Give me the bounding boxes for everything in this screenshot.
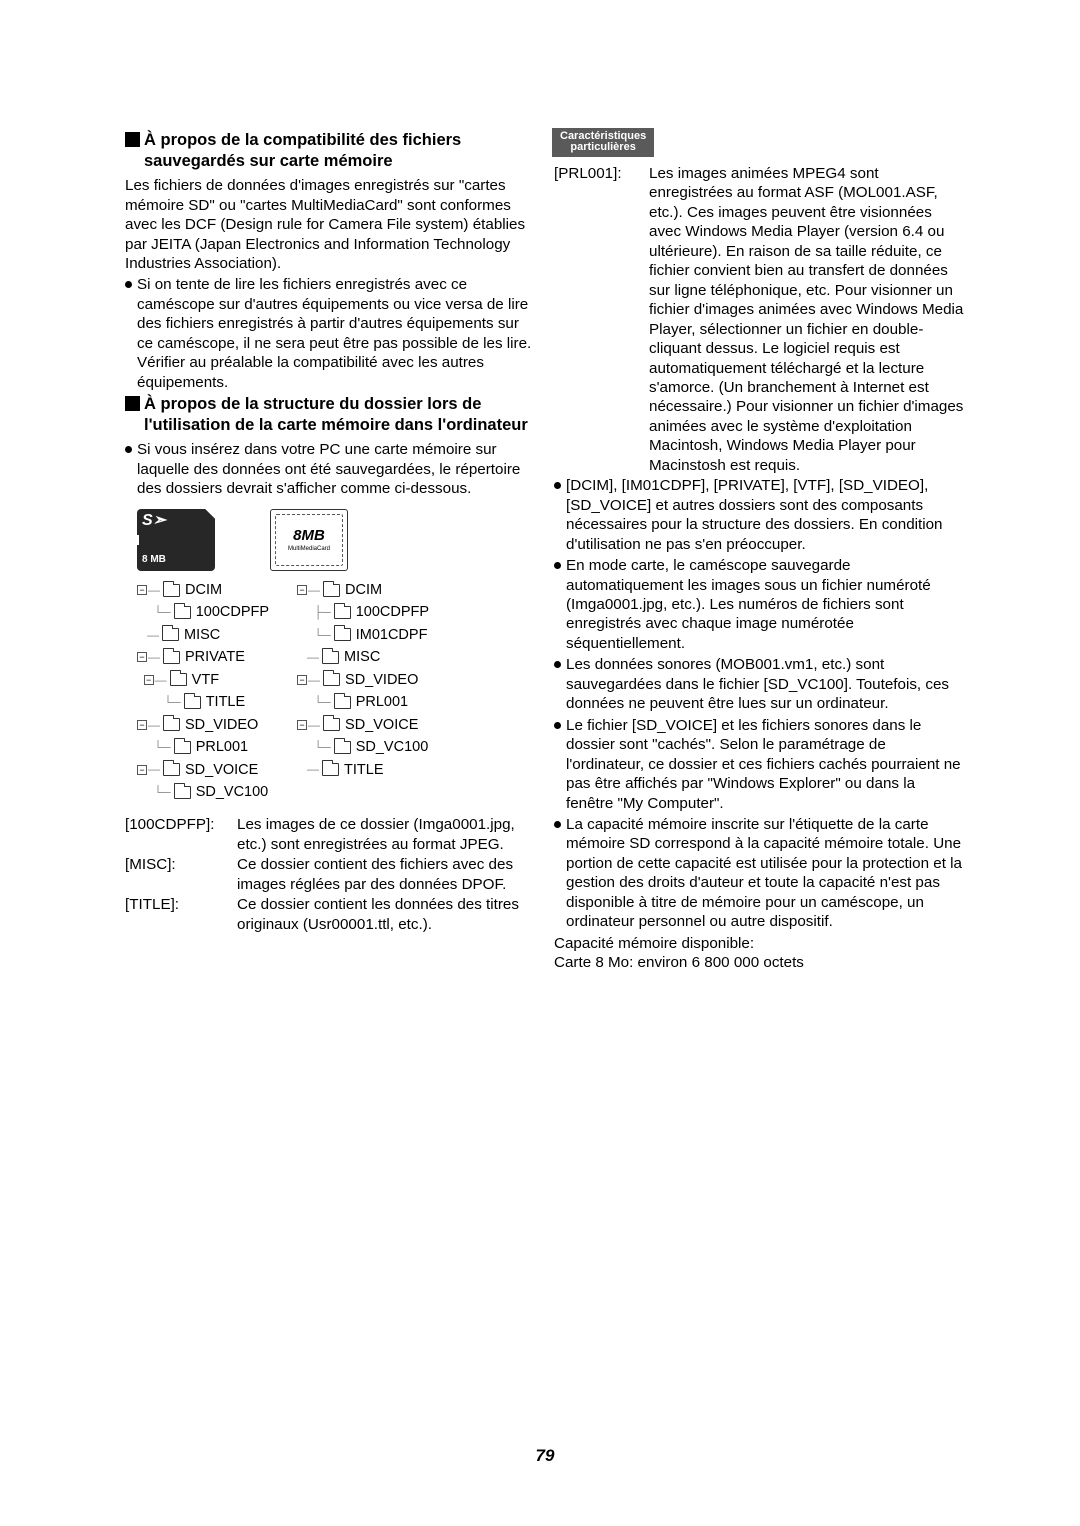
tree1-n2: MISC xyxy=(184,624,220,646)
right-column: [PRL001]: Les images animées MPEG4 sont … xyxy=(554,130,965,973)
folder-icon xyxy=(323,584,340,597)
folder-icon xyxy=(163,584,180,597)
sd-card-icon: S➣ 8 MB xyxy=(137,509,215,571)
bullet-dot-icon xyxy=(554,722,561,729)
sd-logo-icon: S➣ xyxy=(142,513,210,529)
folder-icon xyxy=(184,696,201,709)
capacity-line-1: Capacité mémoire disponible: xyxy=(554,934,965,953)
bullet-dot-icon xyxy=(554,821,561,828)
tree2-n3: MISC xyxy=(344,646,380,668)
mmc-sublabel: MultiMediaCard xyxy=(288,546,330,554)
tree2-n6: SD_VOICE xyxy=(345,714,418,736)
page-container: À propos de la compatibilité des fichier… xyxy=(0,0,1080,1526)
bullet-dot-icon xyxy=(125,281,132,288)
def-100cdpfp: [100CDPFP]: Les images de ce dossier (Im… xyxy=(125,815,536,854)
sd-folder-tree: −—DCIM └─100CDPFP —MISC −—PRIVATE −—VTF … xyxy=(137,579,269,804)
folder-icon xyxy=(174,741,191,754)
folder-icon xyxy=(322,763,339,776)
tree1-n7: PRL001 xyxy=(196,736,248,758)
mmc-capacity: 8MB xyxy=(293,526,325,545)
tree1-n5: TITLE xyxy=(206,691,245,713)
right-bullet-2: Les données sonores (MOB001.vm1, etc.) s… xyxy=(554,655,965,713)
tree2-n8: TITLE xyxy=(344,759,383,781)
folder-icon xyxy=(174,786,191,799)
mmc-folder-tree: −—DCIM ├─100CDPFP └─IM01CDPF —MISC −—SD_… xyxy=(297,579,429,804)
block-marker-icon xyxy=(125,132,140,147)
block-marker-icon xyxy=(125,396,140,411)
tree2-n0: DCIM xyxy=(345,579,382,601)
memory-card-illustrations: S➣ 8 MB 8MB MultiMediaCard xyxy=(137,509,536,571)
right-bullet-0-text: [DCIM], [IM01CDPF], [PRIVATE], [VTF], [S… xyxy=(566,476,965,554)
tree1-n0: DCIM xyxy=(185,579,222,601)
badge-line2: particulières xyxy=(560,142,646,153)
bullet-dot-icon xyxy=(554,661,561,668)
tree2-n7: SD_VC100 xyxy=(356,736,429,758)
heading-compat-text: À propos de la compatibilité des fichier… xyxy=(144,130,536,172)
heading-compatibility: À propos de la compatibilité des fichier… xyxy=(125,130,536,172)
structure-bullet-1: Si vous insérez dans votre PC une carte … xyxy=(125,440,536,498)
def-desc-0: Les images de ce dossier (Imga0001.jpg, … xyxy=(237,815,536,854)
tree1-n6: SD_VIDEO xyxy=(185,714,258,736)
prl-term: [PRL001]: xyxy=(554,164,649,475)
def-prl001: [PRL001]: Les images animées MPEG4 sont … xyxy=(554,164,965,475)
folder-icon xyxy=(162,628,179,641)
folder-icon xyxy=(334,741,351,754)
folder-icon xyxy=(322,651,339,664)
two-columns: À propos de la compatibilité des fichier… xyxy=(125,130,965,973)
right-bullet-3: Le fichier [SD_VOICE] et les fichiers so… xyxy=(554,716,965,813)
def-misc: [MISC]: Ce dossier contient des fichiers… xyxy=(125,855,536,894)
def-term-0: [100CDPFP]: xyxy=(125,815,237,854)
compat-bullet-1-text: Si on tente de lire les fichiers enregis… xyxy=(137,275,536,392)
left-column: À propos de la compatibilité des fichier… xyxy=(125,130,536,973)
prl-desc: Les images animées MPEG4 sont enregistré… xyxy=(649,164,965,475)
right-bullet-3-text: Le fichier [SD_VOICE] et les fichiers so… xyxy=(566,716,965,813)
tree2-n2: IM01CDPF xyxy=(356,624,428,646)
folder-icon xyxy=(323,673,340,686)
def-term-2: [TITLE]: xyxy=(125,895,237,934)
tree1-n9: SD_VC100 xyxy=(196,781,269,803)
def-title: [TITLE]: Ce dossier contient les données… xyxy=(125,895,536,934)
folder-icon xyxy=(334,628,351,641)
capacity-line-2: Carte 8 Mo: environ 6 800 000 octets xyxy=(554,953,965,972)
tree2-n5: PRL001 xyxy=(356,691,408,713)
tree1-n3: PRIVATE xyxy=(185,646,245,668)
tree2-n1: 100CDPFP xyxy=(356,601,429,623)
heading-structure: À propos de la structure du dossier lors… xyxy=(125,394,536,436)
tree2-n4: SD_VIDEO xyxy=(345,669,418,691)
right-bullet-0: [DCIM], [IM01CDPF], [PRIVATE], [VTF], [S… xyxy=(554,476,965,554)
folder-icon xyxy=(334,696,351,709)
structure-bullet-1-text: Si vous insérez dans votre PC une carte … xyxy=(137,440,536,498)
folder-definitions: [100CDPFP]: Les images de ce dossier (Im… xyxy=(125,815,536,934)
folder-icon xyxy=(163,718,180,731)
heading-structure-text: À propos de la structure du dossier lors… xyxy=(144,394,536,436)
sd-capacity: 8 MB xyxy=(142,554,210,567)
tree1-n4: VTF xyxy=(192,669,219,691)
right-bullet-4-text: La capacité mémoire inscrite sur l'étiqu… xyxy=(566,815,965,932)
right-bullet-1-text: En mode carte, le caméscope sauvegarde a… xyxy=(566,556,965,653)
compat-bullet-1: Si on tente de lire les fichiers enregis… xyxy=(125,275,536,392)
mmc-card-icon: 8MB MultiMediaCard xyxy=(270,509,348,571)
def-desc-2: Ce dossier contient les données des titr… xyxy=(237,895,536,934)
page-number: 79 xyxy=(125,1416,965,1466)
def-term-1: [MISC]: xyxy=(125,855,237,894)
folder-icon xyxy=(163,763,180,776)
right-bullet-4: La capacité mémoire inscrite sur l'étiqu… xyxy=(554,815,965,932)
bullet-dot-icon xyxy=(554,482,561,489)
folder-icon xyxy=(174,606,191,619)
compat-paragraph: Les fichiers de données d'images enregis… xyxy=(125,176,536,273)
folder-trees: −—DCIM └─100CDPFP —MISC −—PRIVATE −—VTF … xyxy=(137,579,536,804)
folder-icon xyxy=(334,606,351,619)
right-bullet-1: En mode carte, le caméscope sauvegarde a… xyxy=(554,556,965,653)
right-bullet-2-text: Les données sonores (MOB001.vm1, etc.) s… xyxy=(566,655,965,713)
tree1-n8: SD_VOICE xyxy=(185,759,258,781)
tree1-n1: 100CDPFP xyxy=(196,601,269,623)
folder-icon xyxy=(163,651,180,664)
folder-icon xyxy=(323,718,340,731)
def-desc-1: Ce dossier contient des fichiers avec de… xyxy=(237,855,536,894)
bullet-dot-icon xyxy=(554,562,561,569)
folder-icon xyxy=(170,673,187,686)
section-badge: Caractéristiques particulières xyxy=(552,128,654,157)
bullet-dot-icon xyxy=(125,446,132,453)
